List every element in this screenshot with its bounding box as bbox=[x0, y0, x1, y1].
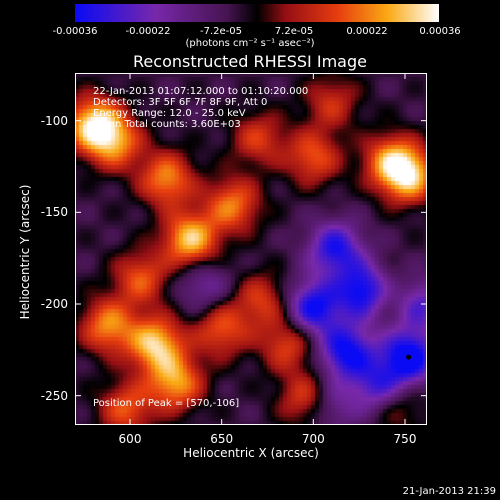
axis-tickmarks bbox=[75, 73, 427, 425]
detectors: Detectors: 3F 5F 6F 7F 8F 9F, Att 0 bbox=[93, 97, 268, 108]
plot-area bbox=[75, 73, 427, 425]
observation-info: 22-Jan-2013 01:07:12.000 to 01:10:20.000… bbox=[93, 86, 308, 130]
colorbar-tick: -7.2e-05 bbox=[200, 26, 242, 37]
colorbar-tick: -0.00036 bbox=[52, 26, 98, 37]
colorbar bbox=[75, 4, 439, 22]
plot-frame bbox=[75, 73, 427, 425]
clean-counts: Clean Total counts: 3.60E+03 bbox=[93, 119, 241, 130]
energy-range: Energy Range: 12.0 - 25.0 keV bbox=[93, 108, 246, 119]
render-timestamp: 21-Jan-2013 21:39 bbox=[402, 486, 496, 497]
y-tick-label: -250 bbox=[40, 388, 68, 403]
peak-position: Position of Peak = [570,-106] bbox=[93, 398, 240, 409]
x-tick-label: 600 bbox=[118, 432, 142, 446]
x-tick-label: 650 bbox=[210, 432, 234, 446]
colorbar-ticks: -0.00036 -0.00022 -7.2e-05 7.2e-05 0.000… bbox=[0, 26, 500, 40]
colorbar-tick: 0.00036 bbox=[419, 26, 461, 37]
colorbar-tick: -0.00022 bbox=[125, 26, 171, 37]
heatmap-image bbox=[75, 73, 427, 425]
colorbar-units: (photons cm⁻² s⁻¹ asec⁻²) bbox=[185, 38, 315, 49]
plot-overlay bbox=[75, 73, 427, 425]
chart-title: Reconstructed RHESSI Image bbox=[133, 52, 367, 71]
y-tick-label: -200 bbox=[40, 297, 68, 311]
y-axis-label: Heliocentric Y (arcsec) bbox=[18, 184, 32, 320]
y-tick-label: -100 bbox=[40, 113, 68, 128]
y-tick-label: -150 bbox=[40, 205, 68, 220]
time-range: 22-Jan-2013 01:07:12.000 to 01:10:20.000 bbox=[93, 86, 309, 97]
colorbar-tick: 0.00022 bbox=[346, 26, 388, 37]
colorbar-tick: 7.2e-05 bbox=[274, 26, 314, 37]
min-marker bbox=[406, 354, 412, 360]
x-axis-label: Heliocentric X (arcsec) bbox=[183, 446, 319, 460]
x-tick-label: 700 bbox=[301, 432, 325, 446]
x-tick-label: 750 bbox=[393, 432, 417, 446]
